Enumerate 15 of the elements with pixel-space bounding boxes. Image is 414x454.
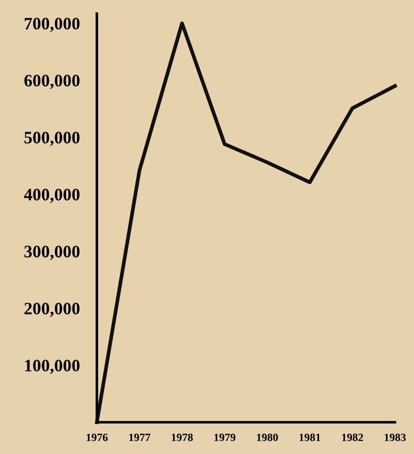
- x-tick-label: 1978: [172, 434, 193, 442]
- y-tick-label: 100,000: [25, 360, 80, 374]
- x-tick-label: 1977: [129, 434, 150, 442]
- x-tick-label: 1979: [214, 434, 236, 442]
- y-tick-label: 200,000: [24, 302, 80, 317]
- y-tick-label: 600,000: [24, 74, 80, 90]
- y-tick-label: 500,000: [24, 132, 80, 146]
- x-tick-label: 1976: [86, 434, 108, 442]
- y-tick-label: 300,000: [24, 246, 80, 260]
- x-tick-label: 1980: [256, 434, 278, 442]
- x-tick-label: 1981: [300, 434, 320, 442]
- x-tick-label: 1982: [342, 434, 364, 442]
- y-tick-label: 400,000: [24, 188, 80, 203]
- x-tick-label: 1983: [384, 434, 406, 442]
- y-tick-label: 700,000: [24, 18, 80, 32]
